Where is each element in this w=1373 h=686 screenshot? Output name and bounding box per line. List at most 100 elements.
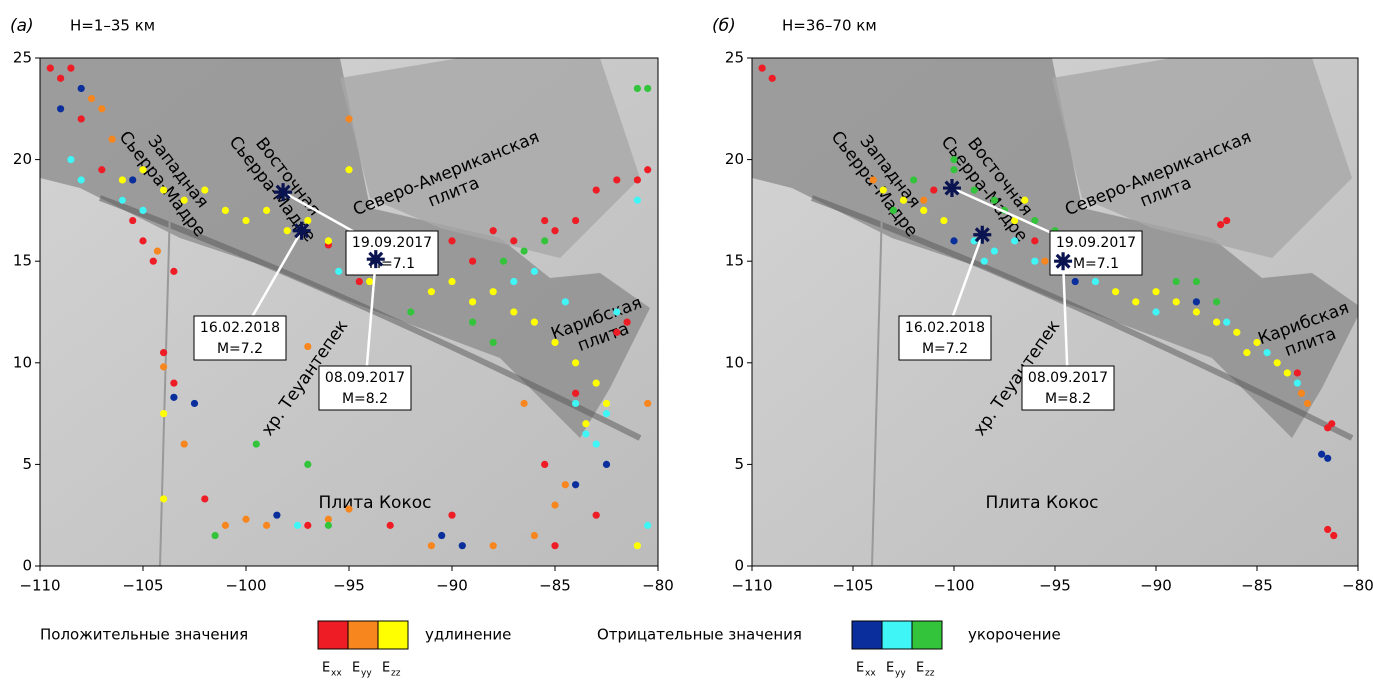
strain-dot xyxy=(572,217,579,224)
strain-dot xyxy=(1193,308,1200,315)
x-tick-label: −85 xyxy=(1241,577,1273,595)
map-label: Плита Кокос xyxy=(319,493,432,513)
strain-dot xyxy=(562,481,569,488)
strain-dot xyxy=(304,461,311,468)
strain-dot xyxy=(1274,359,1281,366)
strain-dot xyxy=(1112,288,1119,295)
strain-dot xyxy=(644,400,651,407)
legend-swatch xyxy=(882,621,912,649)
strain-dot xyxy=(98,105,105,112)
y-tick-label: 15 xyxy=(13,252,32,270)
quake-date: 16.02.2018 xyxy=(200,320,280,336)
legend-swatch xyxy=(852,621,882,649)
strain-dot xyxy=(950,156,957,163)
strain-dot xyxy=(500,258,507,265)
strain-dot xyxy=(1328,420,1335,427)
strain-dot xyxy=(1041,258,1048,265)
strain-dot xyxy=(593,380,600,387)
strain-dot xyxy=(160,410,167,417)
y-tick-label: 20 xyxy=(13,150,32,168)
strain-dot xyxy=(551,227,558,234)
x-tick-label: −110 xyxy=(731,577,772,595)
strain-dot xyxy=(469,258,476,265)
legend-meaning: удлинение xyxy=(425,626,511,644)
strain-dot xyxy=(531,532,538,539)
quake-date: 08.09.2017 xyxy=(325,370,405,386)
strain-dot xyxy=(991,247,998,254)
quake-date: 19.09.2017 xyxy=(1056,235,1136,251)
strain-dot xyxy=(47,65,54,72)
strain-dot xyxy=(67,65,74,72)
strain-dot xyxy=(345,166,352,173)
strain-dot xyxy=(212,532,219,539)
strain-dot xyxy=(900,197,907,204)
strain-dot xyxy=(1152,308,1159,315)
strain-dot xyxy=(1021,197,1028,204)
legend-symbol: E xyxy=(322,661,330,676)
strain-dot xyxy=(572,390,579,397)
legend-swatch xyxy=(318,621,348,649)
x-tick-label: −90 xyxy=(436,577,468,595)
strain-dot xyxy=(910,176,917,183)
strain-dot xyxy=(325,237,332,244)
strain-dot xyxy=(551,501,558,508)
x-tick-label: −95 xyxy=(333,577,365,595)
strain-dot xyxy=(304,343,311,350)
strain-dot xyxy=(593,440,600,447)
strain-dot xyxy=(572,359,579,366)
strain-dot xyxy=(345,115,352,122)
strain-dot xyxy=(129,217,136,224)
strain-dot xyxy=(1318,451,1325,458)
strain-dot xyxy=(1284,369,1291,376)
quake-date: 16.02.2018 xyxy=(905,320,985,336)
strain-dot xyxy=(1092,278,1099,285)
strain-dot xyxy=(551,339,558,346)
strain-dot xyxy=(1330,532,1337,539)
strain-dot xyxy=(759,65,766,72)
strain-dot xyxy=(170,268,177,275)
strain-dot xyxy=(181,440,188,447)
strain-dot xyxy=(1152,288,1159,295)
strain-dot xyxy=(448,237,455,244)
strain-dot xyxy=(170,394,177,401)
strain-dot xyxy=(551,542,558,549)
x-tick-label: −80 xyxy=(1342,577,1373,595)
legend-subscript: yy xyxy=(895,669,906,679)
strain-dot xyxy=(253,440,260,447)
x-tick-label: −105 xyxy=(832,577,873,595)
strain-dot xyxy=(345,506,352,513)
strain-dot xyxy=(242,217,249,224)
earthquake-star xyxy=(367,250,385,268)
strain-dot xyxy=(582,420,589,427)
strain-dot xyxy=(1213,319,1220,326)
strain-dot xyxy=(181,197,188,204)
strain-dot xyxy=(490,288,497,295)
strain-dot xyxy=(154,247,161,254)
strain-dot xyxy=(634,542,641,549)
strain-dot xyxy=(940,217,947,224)
strain-dot xyxy=(263,522,270,529)
strain-dot xyxy=(981,258,988,265)
strain-dot xyxy=(222,207,229,214)
x-tick-label: −100 xyxy=(933,577,974,595)
strain-dot xyxy=(67,156,74,163)
strain-dot xyxy=(531,268,538,275)
strain-dot xyxy=(490,339,497,346)
panel-subtitle: H=1–35 км xyxy=(70,17,155,35)
strain-dot xyxy=(890,207,897,214)
strain-dot xyxy=(920,207,927,214)
strain-dot xyxy=(769,75,776,82)
strain-dot xyxy=(521,247,528,254)
strain-dot xyxy=(870,176,877,183)
panel-subtitle: H=36–70 км xyxy=(782,17,877,35)
strain-dot xyxy=(593,186,600,193)
strain-dot xyxy=(603,400,610,407)
y-tick-label: 10 xyxy=(13,353,32,371)
strain-dot xyxy=(325,522,332,529)
strain-dot xyxy=(160,363,167,370)
strain-dot xyxy=(1213,298,1220,305)
strain-dot xyxy=(304,522,311,529)
quake-date: 08.09.2017 xyxy=(1028,370,1108,386)
strain-dot xyxy=(582,430,589,437)
